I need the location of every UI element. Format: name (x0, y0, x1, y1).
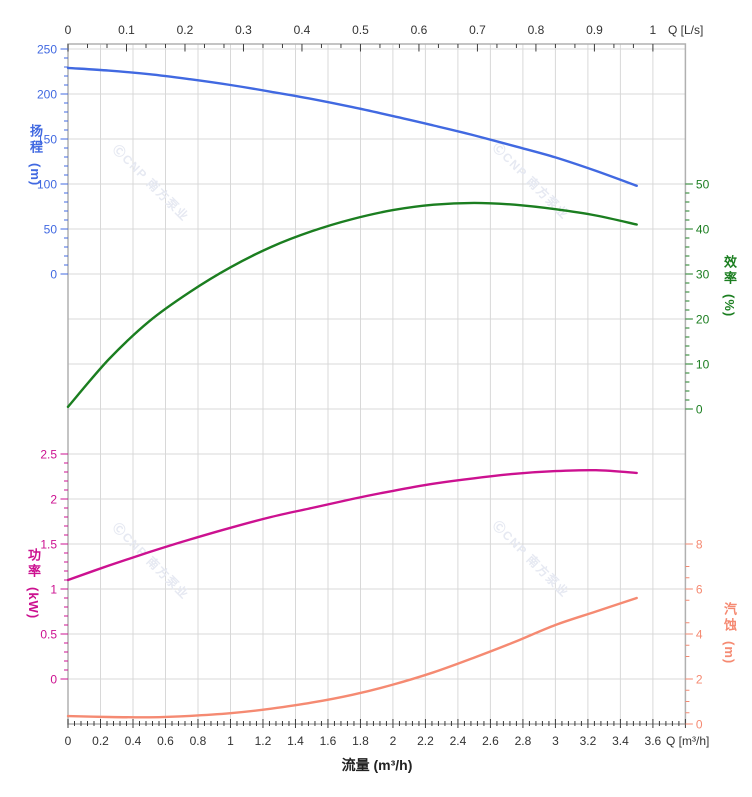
top-axis-unit-label: Q [L/s] (668, 23, 704, 37)
efficiency-axis-ticks (685, 183, 693, 410)
bottom-axis-tick-label: 3.4 (612, 734, 629, 748)
bottom-axis-tick-label: 1 (227, 734, 234, 748)
plot-border (67, 43, 687, 725)
efficiency-axis-tick-label: 0 (696, 403, 703, 417)
head-axis-title-text: 扬程 (27, 124, 43, 156)
top-axis-tick-label: 0.9 (586, 23, 603, 37)
npsh-axis-tick-label: 2 (696, 673, 703, 687)
power-axis-tick-label: 0 (50, 673, 57, 687)
bottom-axis-ticks (67, 719, 686, 728)
power-curve (66, 468, 638, 582)
head-curve (66, 66, 638, 187)
head-axis-tick-label: 150 (37, 133, 57, 147)
power-axis-tick-labels: 2.5 2 1.5 1 0.5 0 (40, 448, 57, 687)
bottom-axis-tick-label: 2.4 (450, 734, 467, 748)
top-axis-tick-label: 0.6 (411, 23, 428, 37)
top-axis-tick-label: 1 (650, 23, 657, 37)
efficiency-axis-tick-label: 20 (696, 313, 710, 327)
x-axis-title: 流量 (m³/h) (341, 757, 413, 773)
bottom-axis-tick-label: 1.2 (255, 734, 272, 748)
power-axis-tick-label: 2 (50, 493, 57, 507)
efficiency-axis-tick-label: 10 (696, 358, 710, 372)
bottom-axis-tick-label: 0.4 (125, 734, 142, 748)
head-axis-ticks (60, 48, 68, 275)
power-axis-tick-label: 1.5 (40, 538, 57, 552)
top-axis-tick-label: 0.3 (235, 23, 252, 37)
top-axis-tick-labels: 0 0.1 0.2 0.3 0.4 0.5 0.6 0.7 0.8 0.9 1 (65, 23, 657, 37)
bottom-axis-tick-label: 2 (390, 734, 397, 748)
top-axis-tick-label: 0.2 (177, 23, 194, 37)
top-axis-tick-label: 0.1 (118, 23, 135, 37)
npsh-axis-tick-label: 8 (696, 538, 703, 552)
efficiency-axis-unit: (%) (721, 294, 737, 318)
watermark: ⒸCNP 南方泵业 (110, 142, 193, 225)
power-axis-title-text: 功率 (25, 548, 41, 580)
npsh-axis-title: 汽蚀 (m) (721, 602, 737, 665)
bottom-axis-tick-label: 2.8 (515, 734, 532, 748)
npsh-axis-ticks (685, 543, 693, 725)
efficiency-axis-title-text: 效率 (721, 255, 737, 287)
bottom-axis-tick-label: 1.8 (352, 734, 369, 748)
top-axis-tick-label: 0.5 (352, 23, 369, 37)
head-axis-tick-labels: 250 200 150 100 50 0 (37, 43, 57, 282)
bottom-axis-tick-label: 1.6 (320, 734, 337, 748)
power-axis-title: 功率 (kW) (25, 548, 41, 620)
head-axis-tick-label: 200 (37, 88, 57, 102)
top-axis-tick-label: 0.7 (469, 23, 486, 37)
bottom-axis-tick-labels: 0 0.2 0.4 0.6 0.8 1 1.2 1.4 1.6 1.8 2 2.2 2.4 2.6 2.8 3… (65, 734, 662, 748)
power-axis-tick-label: 2.5 (40, 448, 57, 462)
top-axis-tick-label: 0.8 (528, 23, 545, 37)
bottom-axis-tick-label: 1.4 (287, 734, 304, 748)
gridlines (68, 44, 686, 724)
bottom-axis-tick-label: 3 (552, 734, 559, 748)
head-axis-tick-label: 0 (50, 268, 57, 282)
efficiency-curve (66, 201, 638, 408)
watermark: ⒸCNP 南方泵业 (490, 518, 573, 601)
efficiency-axis-title: 效率 (%) (721, 255, 737, 318)
head-axis-tick-label: 100 (37, 178, 57, 192)
bottom-axis-unit-label: Q [m³/h] (666, 734, 710, 748)
bottom-axis-tick-label: 3.6 (645, 734, 662, 748)
bottom-axis-tick-label: 3.2 (580, 734, 597, 748)
bottom-axis-tick-label: 0 (65, 734, 72, 748)
power-axis-unit: (kW) (25, 587, 41, 620)
top-axis-tick-label: 0 (65, 23, 72, 37)
npsh-axis-tick-label: 4 (696, 628, 703, 642)
bottom-axis-tick-label: 0.2 (92, 734, 109, 748)
bottom-axis-tick-label: 0.8 (190, 734, 207, 748)
npsh-axis-tick-label: 0 (696, 718, 703, 732)
npsh-axis-title-text: 汽蚀 (721, 602, 737, 634)
bottom-axis-tick-label: 2.6 (482, 734, 499, 748)
efficiency-axis-tick-label: 40 (696, 223, 710, 237)
head-axis-unit: (m) (27, 163, 43, 187)
efficiency-axis-tick-labels: 50 40 30 20 10 0 (696, 178, 710, 417)
efficiency-axis-tick-label: 50 (696, 178, 710, 192)
head-axis-tick-label: 50 (44, 223, 58, 237)
npsh-axis-tick-labels: 8 6 4 2 0 (696, 538, 703, 732)
npsh-axis-tick-label: 6 (696, 583, 703, 597)
head-axis-tick-label: 250 (37, 43, 57, 57)
head-axis-title: 扬程 (m) (27, 124, 43, 187)
efficiency-axis-tick-label: 30 (696, 268, 710, 282)
bottom-axis-tick-label: 0.6 (157, 734, 174, 748)
top-axis-ticks (67, 44, 654, 52)
npsh-curve (66, 596, 638, 719)
power-axis-tick-label: 1 (50, 583, 57, 597)
power-axis-tick-label: 0.5 (40, 628, 57, 642)
power-axis-ticks (60, 453, 68, 680)
bottom-axis-tick-label: 2.2 (417, 734, 434, 748)
npsh-axis-unit: (m) (721, 641, 737, 665)
top-axis-tick-label: 0.4 (294, 23, 311, 37)
